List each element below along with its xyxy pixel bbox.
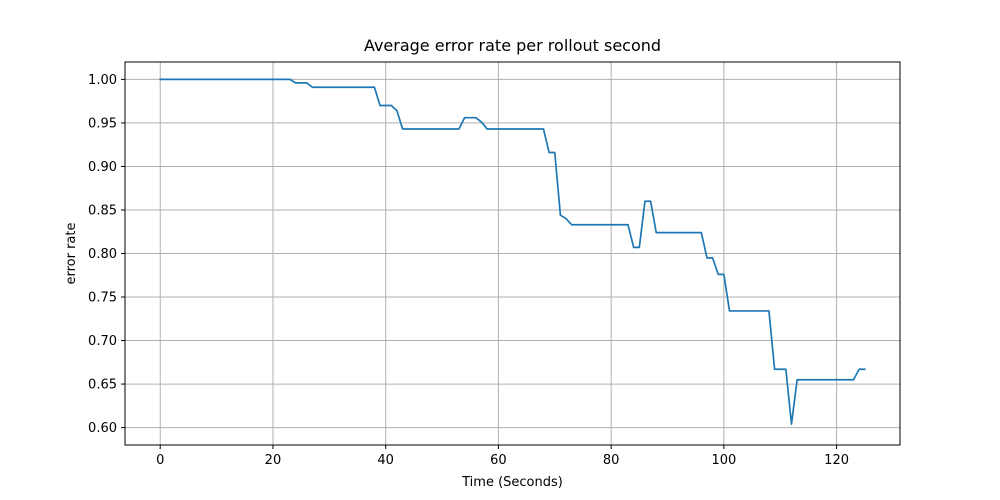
y-tick-label: 0.80	[88, 247, 117, 262]
x-tick-label: 40	[377, 453, 394, 468]
axis-ticks	[121, 78, 838, 449]
x-tick-label: 100	[711, 453, 736, 468]
y-tick-label: 0.70	[88, 334, 117, 349]
chart-title: Average error rate per rollout second	[364, 36, 661, 55]
x-tick-labels: 0 20 40 60 80 100 120	[156, 453, 849, 468]
y-tick-label: 0.75	[88, 291, 117, 306]
x-tick-label: 120	[824, 453, 849, 468]
y-tick-label: 0.90	[88, 160, 117, 175]
grid-lines	[125, 62, 900, 445]
x-tick-label: 0	[156, 453, 164, 468]
y-tick-label: 0.85	[88, 203, 117, 218]
x-tick-label: 60	[490, 453, 507, 468]
error-rate-series-line	[159, 78, 866, 425]
y-tick-label: 0.60	[88, 421, 117, 436]
y-axis-label: error rate	[64, 222, 79, 284]
x-tick-label: 20	[265, 453, 282, 468]
x-axis-label: Time (Seconds)	[461, 475, 563, 490]
series-lines	[159, 78, 866, 425]
y-tick-label: 0.65	[88, 378, 117, 393]
y-tick-label: 0.95	[88, 116, 117, 131]
y-tick-label: 1.00	[88, 73, 117, 88]
y-tick-labels: 0.60 0.65 0.70 0.75 0.80 0.85 0.90 0.95 1.00	[88, 73, 117, 436]
x-tick-label: 80	[603, 453, 620, 468]
